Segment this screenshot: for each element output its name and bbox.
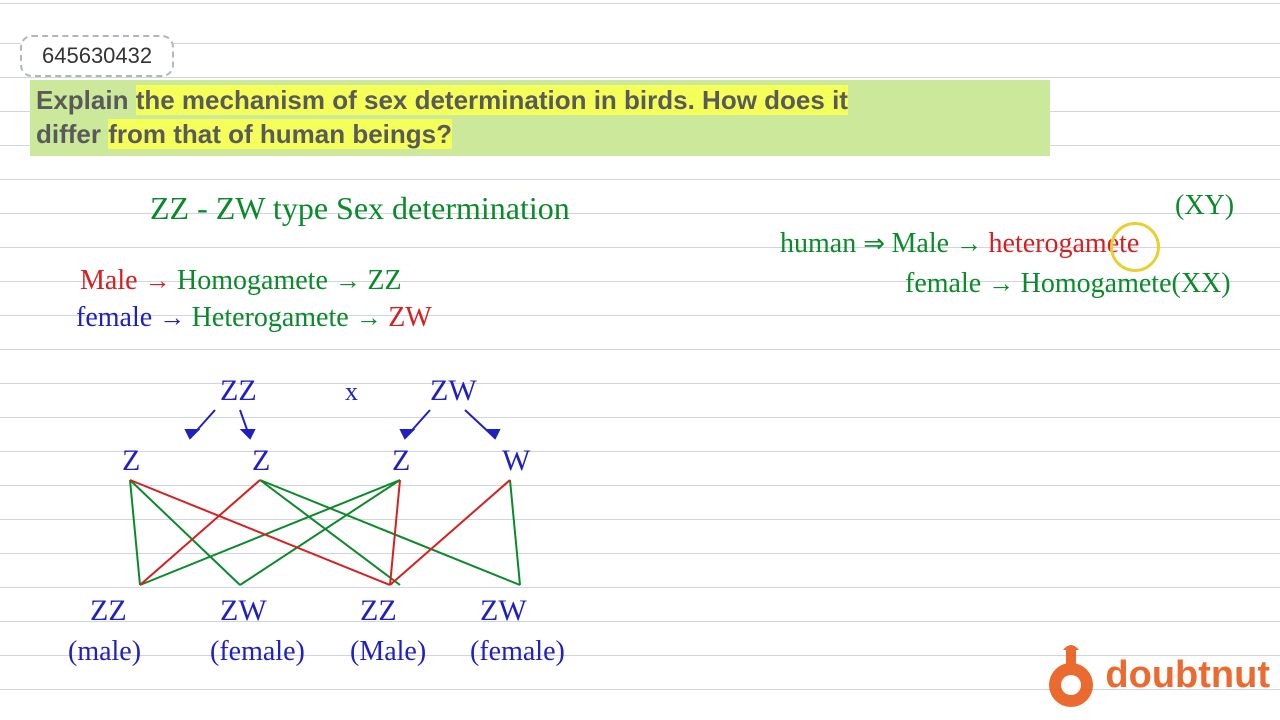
question-text: Explain the mechanism of sex determinati… <box>36 84 1044 152</box>
human-prefix: human <box>780 228 856 259</box>
arrow-icon: → <box>956 229 989 258</box>
green-cross-lines <box>130 480 520 585</box>
q-line2-pre: differ <box>36 119 108 149</box>
arrow-icon: → <box>145 266 178 295</box>
offspring-3-pheno: (Male) <box>350 636 426 667</box>
human-female: female <box>905 268 981 299</box>
question-id-box: 645630432 <box>20 35 174 77</box>
highlight-circle <box>1110 222 1160 272</box>
human-female-line: female → Homogamete(XX) <box>905 268 1231 300</box>
gamete-3: Z <box>392 444 410 477</box>
offspring-1-geno: ZZ <box>90 594 127 627</box>
q-line2-hl: from that of human beings? <box>108 119 452 149</box>
bird-male-label: Male <box>80 265 138 296</box>
punnett-cross-diagram: ZZ x ZW Z Z Z W ZZ ZW ZZ ZW (male) (fema… <box>60 370 620 680</box>
parent-zz: ZZ <box>220 374 257 407</box>
arrow-icon: ⇒ <box>863 229 891 258</box>
gamete-4: W <box>502 444 531 477</box>
parent-arrows <box>186 410 499 438</box>
arrow-icon: → <box>159 303 192 332</box>
gamete-2: Z <box>252 444 270 477</box>
offspring-4-geno: ZW <box>480 594 527 627</box>
bird-female-label: female <box>76 302 152 333</box>
gamete-1: Z <box>122 444 140 477</box>
arrow-icon: → <box>356 303 389 332</box>
bird-male-mid: Homogamete <box>177 265 328 296</box>
doubtnut-logo: doubtnut <box>1041 640 1270 710</box>
q-line1-hl: the mechanism of sex determination in bi… <box>136 85 848 115</box>
heading: ZZ - ZW type Sex determination <box>150 190 570 227</box>
human-male: Male <box>892 228 950 259</box>
human-xy: (XY) <box>1175 190 1234 222</box>
parent-zw: ZW <box>430 374 477 407</box>
cross-x: x <box>345 377 358 406</box>
human-female-end: Homogamete(XX) <box>1021 268 1231 299</box>
bird-female-mid: Heterogamete <box>192 302 349 333</box>
bird-male-end: ZZ <box>367 265 401 296</box>
bird-female-end: ZW <box>388 302 432 333</box>
arrow-icon: → <box>988 269 1021 298</box>
offspring-1-pheno: (male) <box>68 636 141 667</box>
bird-male-line: Male → Homogamete → ZZ <box>80 265 402 297</box>
bird-female-line: female → Heterogamete → ZW <box>76 302 432 334</box>
offspring-4-pheno: (female) <box>470 636 565 667</box>
arrow-icon: → <box>335 266 368 295</box>
logo-icon <box>1041 640 1101 710</box>
logo-text: doubtnut <box>1105 654 1270 697</box>
q-line1-pre: Explain <box>36 85 136 115</box>
offspring-2-geno: ZW <box>220 594 267 627</box>
offspring-2-pheno: (female) <box>210 636 305 667</box>
question-id: 645630432 <box>42 43 152 68</box>
offspring-3-geno: ZZ <box>360 594 397 627</box>
human-male-line: human ⇒ Male → heterogamete <box>780 228 1139 260</box>
question-box: Explain the mechanism of sex determinati… <box>30 80 1050 156</box>
